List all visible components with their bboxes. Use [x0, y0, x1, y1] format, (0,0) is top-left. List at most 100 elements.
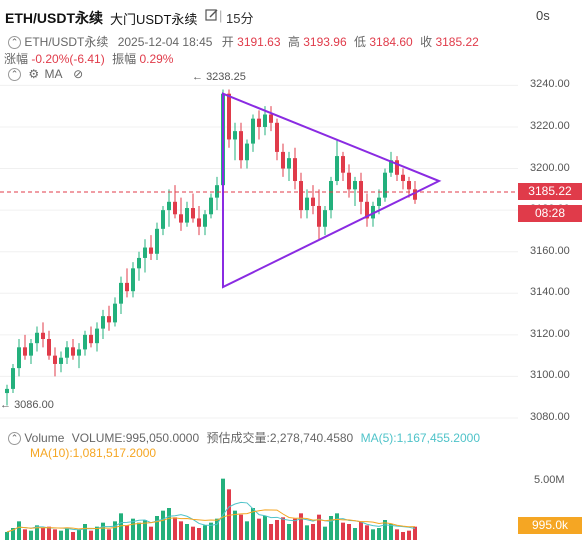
volume-bar — [5, 532, 9, 540]
candle-body — [161, 210, 165, 229]
candle-body — [113, 303, 117, 323]
candle-body — [185, 208, 189, 223]
volume-bar — [173, 517, 177, 540]
candle-body — [353, 181, 357, 190]
amplitude-value: 0.29% — [139, 52, 174, 66]
candle-body — [341, 156, 345, 173]
volume-bar — [149, 526, 153, 540]
candle-body — [257, 118, 261, 127]
price-axis-label: 3140.00 — [530, 286, 570, 299]
change-value: -0.20%(-6.41) — [31, 52, 105, 66]
price-axis-label: 3220.00 — [530, 119, 570, 132]
open-label: 开 — [221, 35, 234, 49]
low-label: 低 — [353, 35, 366, 49]
ma10-value: MA(10):1,081,517.2000 — [30, 446, 157, 460]
candle-body — [179, 214, 183, 223]
interval-selector[interactable]: 15分 — [226, 11, 254, 26]
candle-body — [65, 347, 69, 358]
candle-body — [377, 197, 381, 206]
candle-body — [239, 131, 243, 161]
volume-bar — [47, 526, 51, 540]
candle-body — [137, 257, 141, 269]
volume-bar — [383, 520, 387, 540]
volume-bar — [305, 525, 309, 540]
candle-body — [263, 114, 267, 127]
candle-body — [107, 316, 111, 323]
hide-eye-icon[interactable]: ⊘ — [73, 67, 84, 81]
candle-body — [89, 334, 93, 344]
volume-bar — [41, 528, 45, 540]
candle-body — [83, 334, 87, 350]
candle-body — [269, 114, 273, 123]
price-axis-label: 3240.00 — [530, 78, 570, 91]
volume-collapse-icon[interactable]: ⌃ — [8, 432, 21, 446]
close-label: 收 — [420, 35, 433, 49]
ohlc-row: ⌃ ETH/USDT永续 2025-12-04 18:45 开 3191.63 … — [8, 33, 479, 50]
volume-bar — [263, 516, 267, 540]
candle-body — [77, 349, 81, 356]
volume-bar — [191, 526, 195, 540]
candle-body — [17, 347, 21, 369]
high-value: 3193.96 — [303, 35, 347, 49]
volume-bar — [17, 521, 21, 540]
candle-body — [119, 282, 123, 304]
candle-body — [29, 343, 33, 356]
volume-bar — [155, 516, 159, 540]
volume-bar — [395, 529, 399, 540]
last-price-tag: 3185.22 — [518, 183, 582, 200]
volume-bar — [221, 478, 225, 540]
settings-icon[interactable]: ⚙ — [28, 67, 40, 81]
volume-bar — [11, 528, 15, 540]
candle-body — [41, 332, 45, 340]
volume-bar — [323, 526, 327, 540]
high-marker: ← 3238.25 — [192, 71, 246, 83]
candle-body — [95, 328, 99, 344]
collapse-icon[interactable]: ⌃ — [8, 36, 21, 50]
candle-body — [395, 160, 399, 175]
volume-bar — [53, 529, 57, 540]
volume-header: ⌃ Volume VOLUME:995,050.0000 预估成交量:2,278… — [8, 429, 480, 446]
price-axis-label: 3200.00 — [530, 161, 570, 174]
candle-body — [245, 143, 249, 161]
volume-bar — [245, 521, 249, 540]
edit-icon[interactable] — [205, 8, 219, 22]
symbol-title[interactable]: ETH/USDT永续 — [5, 10, 103, 26]
volume-bar — [341, 522, 345, 540]
info-datetime: 2025-12-04 18:45 — [117, 35, 213, 49]
candle-body — [323, 210, 327, 227]
candle-body — [293, 158, 297, 182]
triangle-drawing[interactable] — [222, 92, 442, 289]
volume-bar — [335, 513, 339, 540]
volume-bar — [125, 525, 129, 540]
collapse-ma-icon[interactable]: ⌃ — [8, 68, 21, 82]
open-value: 3191.63 — [237, 35, 281, 49]
candle-body — [359, 181, 363, 202]
ma-label[interactable]: MA — [44, 67, 62, 81]
volume-bar — [59, 530, 63, 540]
candle-body — [413, 189, 417, 200]
volume-bar — [197, 528, 201, 540]
refresh-clock: 0s — [536, 8, 550, 23]
ma5-value: MA(5):1,167,455.2000 — [360, 431, 480, 445]
volume-bar — [215, 518, 219, 540]
candle-body — [329, 181, 333, 211]
candle-body — [347, 172, 351, 190]
candle-body — [35, 332, 39, 344]
volume-bar — [377, 528, 381, 540]
candle-body — [317, 205, 321, 227]
volume-bar — [167, 508, 171, 540]
candle-body — [59, 357, 63, 364]
volume-bar — [365, 525, 369, 540]
candle-body — [227, 93, 231, 140]
info-symbol: ETH/USDT永续 — [24, 35, 109, 49]
volume-tag: 995.0k — [518, 517, 582, 534]
candle-body — [275, 122, 279, 152]
price-axis-label: 3160.00 — [530, 244, 570, 257]
low-marker: ← 3086.00 — [0, 399, 54, 411]
volume-bar — [137, 522, 141, 540]
candle-body — [167, 201, 171, 211]
amplitude-label: 振幅 — [112, 52, 137, 66]
candle-body — [155, 228, 159, 254]
volume-value: VOLUME:995,050.0000 — [71, 431, 200, 445]
